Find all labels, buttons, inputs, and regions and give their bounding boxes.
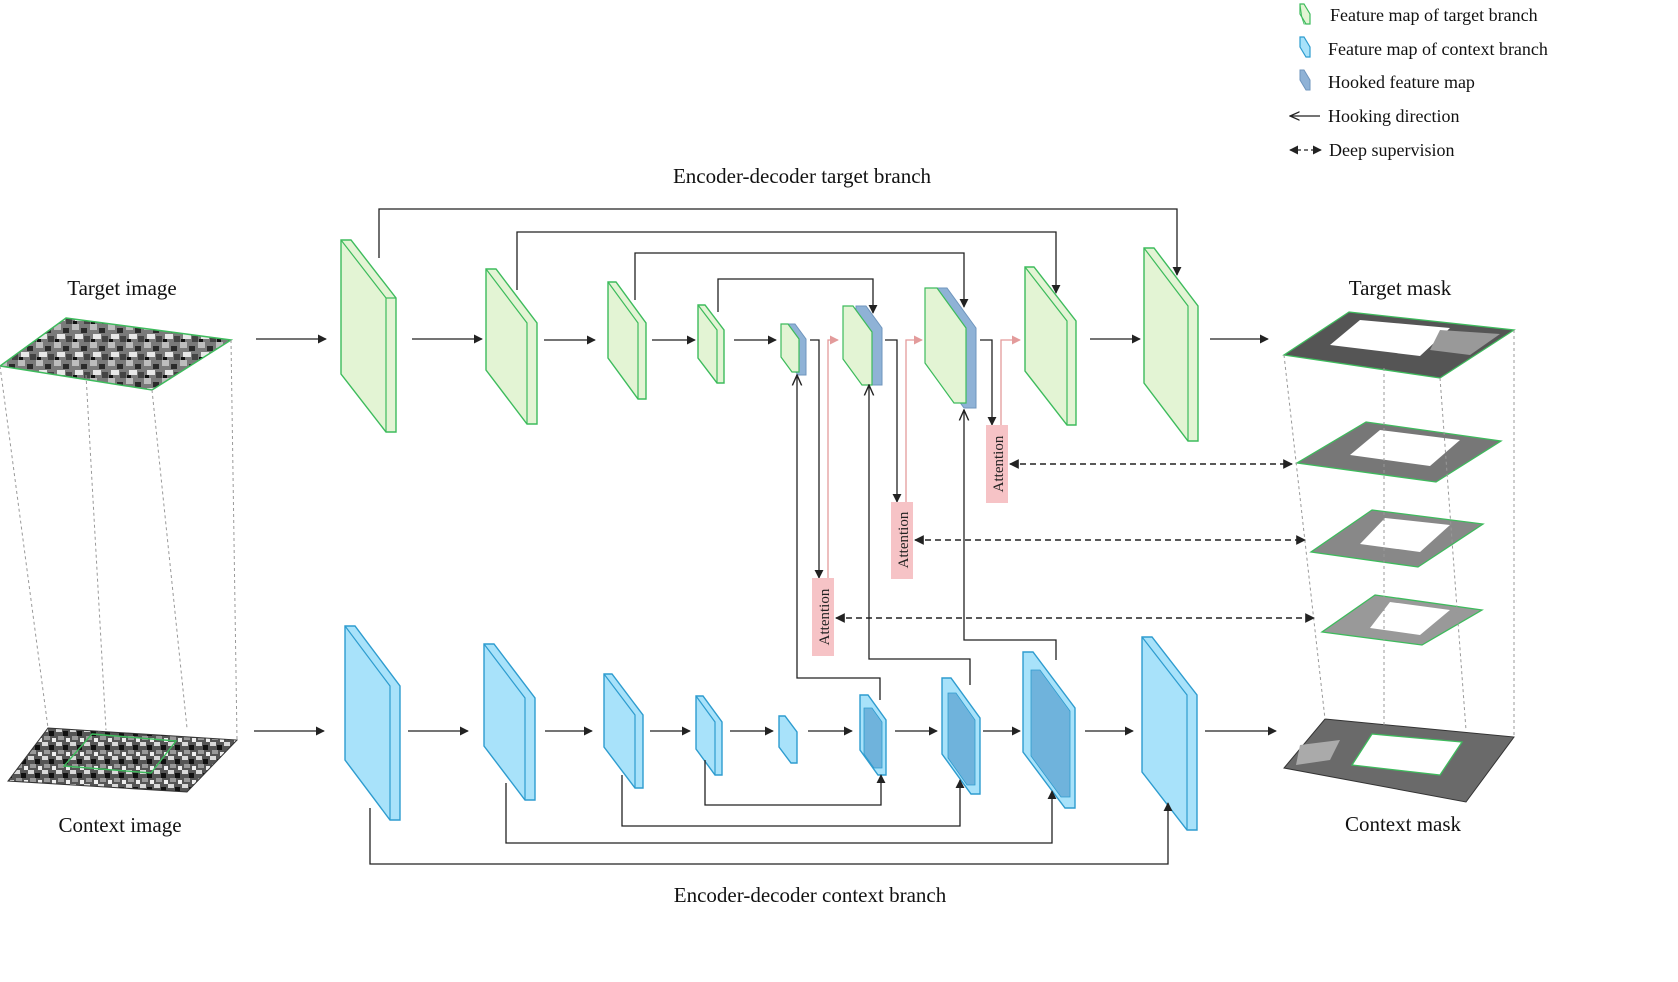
context-image xyxy=(7,727,239,793)
target-map-icon xyxy=(1299,3,1311,25)
target-mask xyxy=(1282,311,1516,379)
attention-block-1: Attention xyxy=(812,578,834,656)
context-skip-connections xyxy=(369,760,1173,865)
context-mask xyxy=(1283,718,1515,803)
hooked-map-icon xyxy=(1299,69,1311,91)
input-projection-lines xyxy=(0,339,238,741)
context-image-label: Context image xyxy=(58,813,181,837)
target-image xyxy=(0,317,234,391)
attention-block-2: Attention xyxy=(891,502,913,579)
legend-hooked-map: Hooked feature map xyxy=(1328,72,1475,92)
output-projection-lines xyxy=(1283,330,1515,737)
legend-context-map: Feature map of context branch xyxy=(1328,39,1548,59)
target-image-label: Target image xyxy=(67,276,177,300)
context-encoder-map-1 xyxy=(344,625,401,821)
target-branch-title: Encoder-decoder target branch xyxy=(673,164,932,188)
context-map-icon xyxy=(1299,36,1311,58)
flow-arrows xyxy=(254,334,1277,736)
legend-deep-supervision: Deep supervision xyxy=(1329,140,1454,160)
context-encoder-map-4 xyxy=(695,695,723,776)
context-bottleneck xyxy=(778,715,798,764)
target-bottleneck-hooked xyxy=(780,323,807,376)
legend-hooking-direction: Hooking direction xyxy=(1328,106,1459,126)
target-mask-label: Target mask xyxy=(1349,276,1452,300)
hooking-lines xyxy=(797,375,1057,700)
context-decoder-map-4 xyxy=(1141,636,1198,831)
target-encoder-map-2 xyxy=(485,268,538,425)
legend-target-map: Feature map of target branch xyxy=(1330,5,1538,25)
context-encoder-map-3 xyxy=(603,673,644,789)
target-encoder-map-3 xyxy=(607,281,647,400)
context-decoder-map-3 xyxy=(1022,651,1076,809)
target-decoder-map-3 xyxy=(1024,266,1077,426)
svg-text:Attention: Attention xyxy=(817,588,833,645)
context-decoder-map-1 xyxy=(859,694,887,776)
legend: Feature map of target branch Feature map… xyxy=(1290,3,1548,160)
context-decoder-map-2 xyxy=(941,677,981,795)
context-branch-title: Encoder-decoder context branch xyxy=(674,883,947,907)
context-encoder-map-2 xyxy=(483,643,536,801)
deep-supervision-mask-3 xyxy=(1320,594,1484,646)
deep-supervision-mask-2 xyxy=(1309,509,1485,568)
attention-links xyxy=(810,335,1021,579)
deep-supervision-mask-1 xyxy=(1295,421,1503,483)
target-decoder-map-4 xyxy=(1143,247,1199,442)
target-decoder-hooked-2 xyxy=(924,287,977,409)
target-decoder-hooked-1 xyxy=(842,305,883,386)
attention-block-3: Attention xyxy=(986,425,1008,503)
target-encoder-map-1 xyxy=(340,239,397,433)
target-encoder-map-4 xyxy=(697,304,725,384)
context-mask-label: Context mask xyxy=(1345,812,1462,836)
svg-text:Attention: Attention xyxy=(991,435,1007,492)
target-skip-connections xyxy=(378,208,1182,314)
deep-supervision-arrows xyxy=(835,459,1315,623)
svg-text:Attention: Attention xyxy=(896,511,912,568)
